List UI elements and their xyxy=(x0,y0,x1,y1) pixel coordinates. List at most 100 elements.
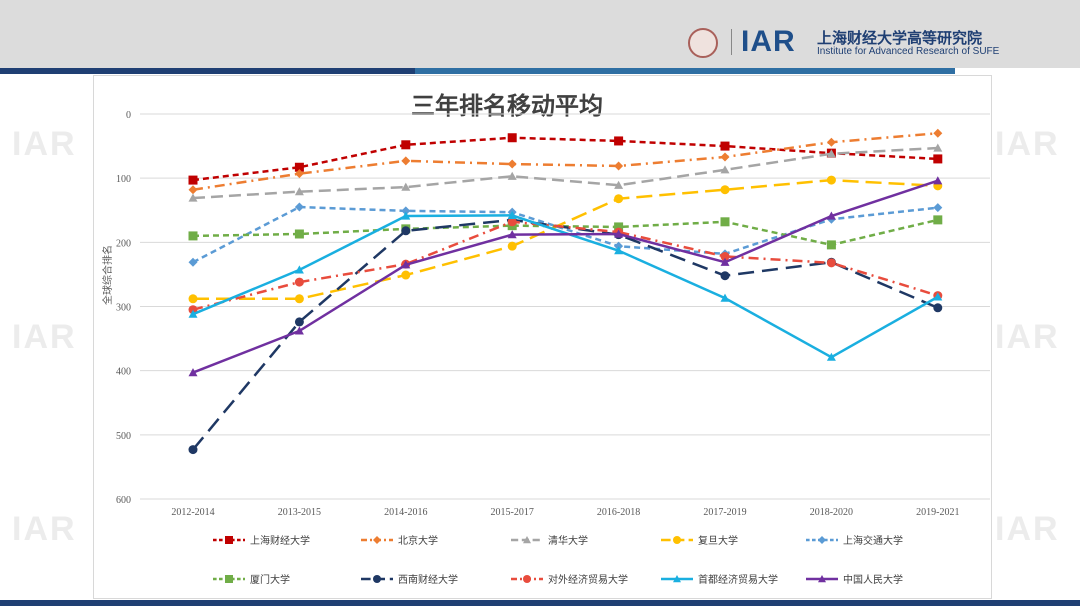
series-2 xyxy=(188,128,943,195)
series-10 xyxy=(188,176,943,377)
data-point xyxy=(933,176,943,185)
legend-swatch xyxy=(511,574,543,583)
legend-swatch xyxy=(213,574,245,583)
university-seal-logo xyxy=(688,28,718,58)
legend-marker xyxy=(225,535,233,544)
data-point xyxy=(720,152,730,162)
legend-label: 首都经济贸易大学 xyxy=(698,575,778,586)
legend-swatch xyxy=(661,574,693,582)
y-tick-label: 0 xyxy=(126,110,131,121)
legend-label: 清华大学 xyxy=(548,536,588,547)
x-tick-label: 2016-2018 xyxy=(597,507,640,518)
y-tick-label: 600 xyxy=(116,495,131,506)
data-point xyxy=(720,271,730,281)
data-point xyxy=(826,240,836,250)
data-point xyxy=(507,241,517,251)
data-point xyxy=(188,231,198,241)
data-point xyxy=(826,149,836,158)
data-point xyxy=(188,257,198,267)
data-point xyxy=(507,217,517,227)
x-tick-label: 2018-2020 xyxy=(810,507,853,518)
data-point xyxy=(507,159,517,169)
data-point xyxy=(720,251,730,261)
logo-divider xyxy=(731,29,732,55)
data-point xyxy=(614,180,624,189)
legend-item: 首都经济贸易大学 xyxy=(660,571,778,586)
data-point xyxy=(933,154,943,164)
data-point xyxy=(720,141,730,151)
series-9 xyxy=(188,210,943,361)
data-point xyxy=(614,246,624,255)
legend-swatch xyxy=(806,574,838,582)
data-point xyxy=(294,326,304,335)
data-point xyxy=(826,211,836,220)
legend-marker xyxy=(373,535,381,544)
data-point xyxy=(401,260,411,269)
institute-name-en: Institute for Advanced Research of SUFE xyxy=(817,46,1000,57)
legend-label: 复旦大学 xyxy=(698,536,738,547)
y-tick-label: 400 xyxy=(116,367,131,378)
chart-area xyxy=(93,75,992,599)
series-4 xyxy=(188,175,943,304)
legend-label: 上海交通大学 xyxy=(843,536,903,547)
legend-swatch xyxy=(213,535,245,544)
data-point xyxy=(188,368,198,377)
data-point xyxy=(294,187,304,196)
data-point xyxy=(614,136,624,146)
watermark: IAR xyxy=(995,318,1060,356)
legend-marker xyxy=(673,535,681,544)
data-point xyxy=(720,185,730,195)
watermark: IAR xyxy=(995,125,1060,163)
header-band xyxy=(0,0,1080,68)
x-tick-label: 2017-2019 xyxy=(703,507,746,518)
data-point xyxy=(826,175,836,185)
data-point xyxy=(614,229,624,238)
legend-marker xyxy=(673,574,681,582)
y-tick-label: 200 xyxy=(116,238,131,249)
data-point xyxy=(933,292,943,301)
legend-label: 对外经济贸易大学 xyxy=(548,575,628,586)
data-point xyxy=(401,182,411,191)
data-point xyxy=(294,294,304,304)
footer-bar xyxy=(0,600,1080,606)
data-point xyxy=(720,257,730,266)
watermark: IAR xyxy=(12,510,77,548)
data-point xyxy=(826,352,836,361)
watermark: IAR xyxy=(995,510,1060,548)
data-point xyxy=(401,226,411,236)
legend-label: 上海财经大学 xyxy=(250,536,310,547)
series-line xyxy=(192,136,938,182)
data-point xyxy=(188,185,198,195)
data-point xyxy=(720,165,730,174)
series-3 xyxy=(188,143,943,202)
series-line xyxy=(192,218,939,451)
data-point xyxy=(720,293,730,302)
data-point xyxy=(188,445,198,455)
series-line xyxy=(192,214,939,359)
data-point xyxy=(933,128,943,138)
data-point xyxy=(826,258,836,268)
data-point xyxy=(933,215,943,225)
legend-item: 清华大学 xyxy=(510,532,588,547)
data-point xyxy=(188,193,198,202)
legend-item: 北京大学 xyxy=(360,532,438,547)
data-point xyxy=(720,217,730,227)
legend-item: 复旦大学 xyxy=(660,532,738,547)
y-tick-label: 300 xyxy=(116,303,131,314)
legend-swatch xyxy=(806,535,838,544)
legend-label: 西南财经大学 xyxy=(398,575,458,586)
data-point xyxy=(933,203,943,213)
legend-item: 上海交通大学 xyxy=(805,532,903,547)
data-point xyxy=(401,211,411,220)
legend-label: 厦门大学 xyxy=(250,575,290,586)
data-point xyxy=(614,194,624,204)
data-point xyxy=(401,206,411,216)
data-point xyxy=(294,317,304,327)
series-7 xyxy=(188,215,943,455)
x-tick-label: 2013-2015 xyxy=(278,507,321,518)
data-point xyxy=(933,303,943,313)
iar-logo: IAR xyxy=(741,25,796,58)
series-1 xyxy=(188,133,943,185)
legend-swatch xyxy=(361,535,393,544)
